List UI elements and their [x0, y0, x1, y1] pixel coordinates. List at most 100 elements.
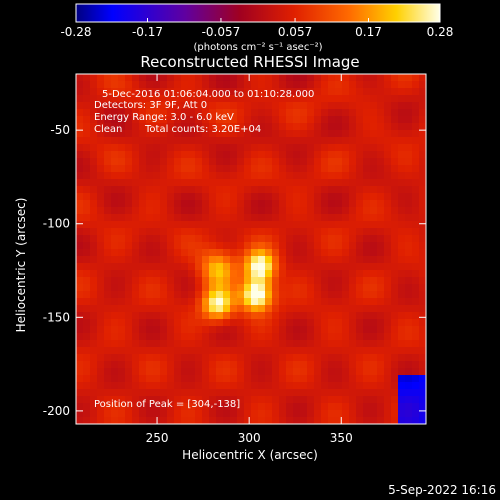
heatmap-cell — [83, 116, 91, 124]
heatmap-cell — [293, 396, 301, 404]
heatmap-cell — [83, 137, 91, 145]
heatmap-cell — [314, 368, 322, 376]
heatmap-cell — [265, 389, 273, 397]
heatmap-cell — [398, 312, 406, 320]
heatmap-cell — [363, 389, 371, 397]
heatmap-cell — [237, 102, 245, 110]
heatmap-cell — [244, 249, 252, 257]
heatmap-cell — [258, 249, 266, 257]
heatmap-cell — [363, 403, 371, 411]
heatmap-cell — [209, 179, 217, 187]
heatmap-cell — [181, 88, 189, 96]
heatmap-cell — [209, 137, 217, 145]
heatmap-cell — [314, 116, 322, 124]
heatmap-cell — [265, 109, 273, 117]
heatmap-cell — [97, 193, 105, 201]
heatmap-cell — [181, 319, 189, 327]
heatmap-cell — [125, 95, 133, 103]
heatmap-cell — [195, 340, 203, 348]
heatmap-cell — [230, 382, 238, 390]
heatmap-cell — [391, 207, 399, 215]
heatmap-cell — [251, 326, 259, 334]
heatmap-cell — [216, 221, 224, 229]
heatmap-cell — [83, 172, 91, 180]
heatmap-cell — [104, 410, 112, 418]
heatmap-cell — [209, 214, 217, 222]
heatmap-cell — [398, 291, 406, 299]
heatmap-cell — [97, 417, 105, 425]
heatmap-cell — [125, 249, 133, 257]
heatmap-cell — [181, 221, 189, 229]
heatmap-cell — [132, 382, 140, 390]
heatmap-cell — [216, 340, 224, 348]
heatmap-cell — [405, 193, 413, 201]
heatmap-cell — [97, 81, 105, 89]
heatmap-cell — [258, 333, 266, 341]
heatmap-cell — [104, 228, 112, 236]
heatmap-cell — [251, 361, 259, 369]
heatmap-cell — [251, 340, 259, 348]
heatmap-cell — [195, 158, 203, 166]
heatmap-cell — [83, 74, 91, 82]
heatmap-cell — [76, 403, 84, 411]
heatmap-cell — [104, 242, 112, 250]
heatmap-cell — [132, 361, 140, 369]
heatmap-cell — [321, 298, 329, 306]
heatmap-cell — [139, 312, 147, 320]
heatmap-cell — [419, 235, 427, 243]
heatmap-cell — [104, 214, 112, 222]
heatmap-cell — [237, 200, 245, 208]
heatmap-cell — [132, 158, 140, 166]
heatmap-cell — [111, 116, 119, 124]
heatmap-cell — [209, 347, 217, 355]
heatmap-cell — [384, 172, 392, 180]
heatmap-cell — [174, 221, 182, 229]
heatmap-cell — [335, 375, 343, 383]
heatmap-cell — [146, 305, 154, 313]
heatmap-cell — [167, 284, 175, 292]
heatmap-cell — [97, 242, 105, 250]
heatmap-cell — [160, 284, 168, 292]
heatmap-cell — [272, 263, 280, 271]
heatmap-cell — [272, 193, 280, 201]
heatmap-cell — [293, 165, 301, 173]
heatmap-cell — [384, 312, 392, 320]
heatmap-cell — [412, 165, 420, 173]
heatmap-cell — [419, 95, 427, 103]
heatmap-cell — [286, 284, 294, 292]
heatmap-cell — [202, 95, 210, 103]
heatmap-cell — [384, 340, 392, 348]
heatmap-cell — [209, 368, 217, 376]
heatmap-cell — [370, 291, 378, 299]
heatmap-cell — [202, 207, 210, 215]
heatmap-cell — [188, 116, 196, 124]
heatmap-cell — [363, 333, 371, 341]
heatmap-cell — [195, 193, 203, 201]
heatmap-cell — [363, 158, 371, 166]
heatmap-cell — [265, 123, 273, 131]
heatmap-cell — [279, 137, 287, 145]
heatmap-cell — [321, 354, 329, 362]
heatmap-cell — [125, 305, 133, 313]
heatmap-cell — [195, 270, 203, 278]
heatmap-cell — [181, 277, 189, 285]
heatmap-cell — [321, 305, 329, 313]
heatmap-cell — [370, 277, 378, 285]
heatmap-cell — [244, 172, 252, 180]
heatmap-cell — [202, 375, 210, 383]
heatmap-cell — [251, 172, 259, 180]
heatmap-cell — [412, 298, 420, 306]
heatmap-cell — [237, 249, 245, 257]
heatmap-cell — [181, 137, 189, 145]
heatmap-cell — [314, 172, 322, 180]
heatmap-cell — [97, 200, 105, 208]
heatmap-cell — [223, 410, 231, 418]
heatmap-cell — [258, 389, 266, 397]
heatmap-cell — [335, 347, 343, 355]
heatmap-cell — [307, 165, 315, 173]
heatmap-cell — [160, 326, 168, 334]
heatmap-cell — [111, 214, 119, 222]
heatmap-cell — [363, 256, 371, 264]
heatmap-cell — [97, 165, 105, 173]
heatmap-cell — [279, 284, 287, 292]
